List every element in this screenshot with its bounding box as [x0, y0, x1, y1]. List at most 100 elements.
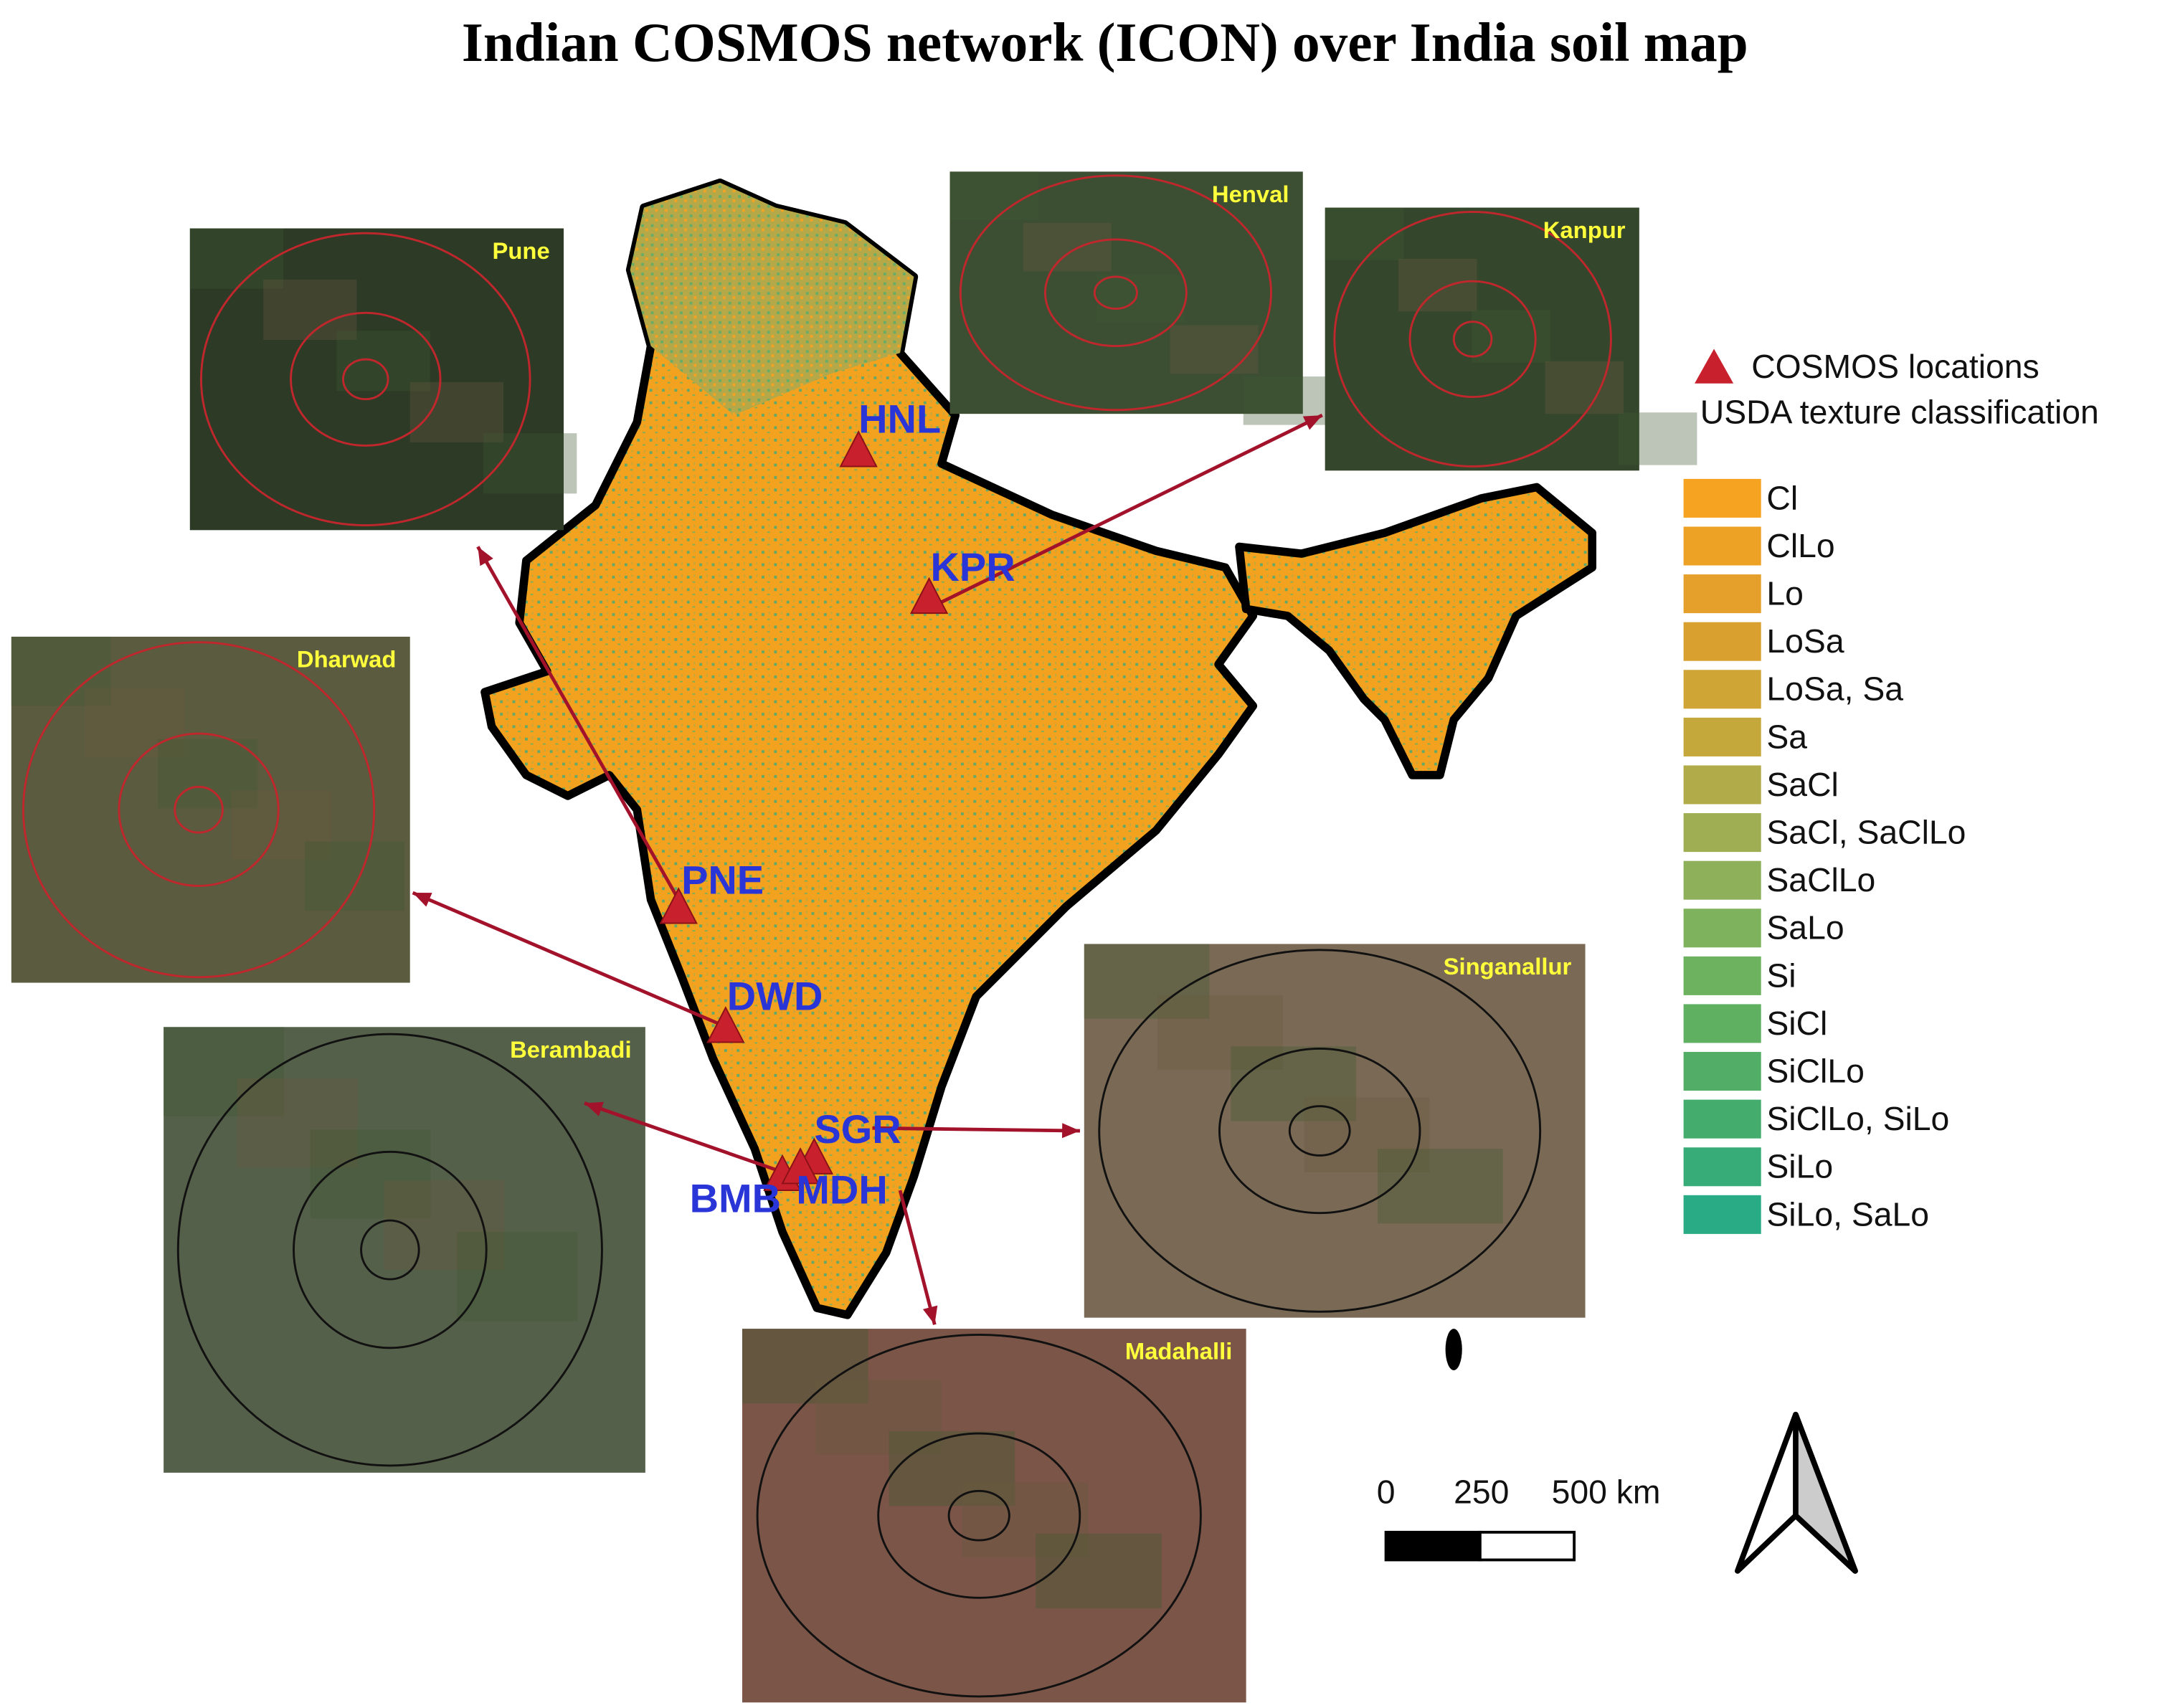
inset-field [11, 636, 111, 706]
inset-field [1023, 222, 1112, 272]
legend-swatch [1683, 1195, 1761, 1234]
inset-label: Berambadi [510, 1036, 632, 1063]
scale-label: 0 [1377, 1473, 1396, 1510]
inset-field [231, 790, 331, 860]
footprint-ring [342, 358, 389, 401]
footprint-ring [174, 785, 224, 834]
arrow [898, 1190, 937, 1325]
title: Indian COSMOS network (ICON) over India … [462, 11, 1748, 73]
footprint-ring [1408, 280, 1537, 399]
legend-swatch [1683, 813, 1761, 853]
footprint-ring [1452, 321, 1493, 358]
legend-label: SaCl, SaClLo [1766, 814, 1966, 851]
inset-background [11, 636, 410, 983]
legend-marker [1695, 348, 1734, 384]
scale-label: 250 [1454, 1473, 1509, 1510]
inset-label: Madahalli [1125, 1338, 1232, 1365]
inset-field [263, 279, 357, 341]
legend-swatch [1683, 1052, 1761, 1091]
inset-field [962, 1482, 1089, 1557]
legend-label: Cl [1766, 479, 1798, 516]
inset-image: Pune [189, 228, 577, 531]
inset-field [1096, 274, 1185, 323]
legend-heading: USDA texture classification [1700, 394, 2099, 431]
legend-label: LoSa, Sa [1766, 670, 1903, 708]
footprint-ring [1093, 275, 1138, 310]
footprint-ring [1098, 949, 1542, 1313]
footprint-ring [947, 1489, 1010, 1542]
inset-field [164, 1027, 285, 1116]
site-marker [781, 1147, 820, 1185]
inset-background [164, 1027, 645, 1473]
inset-image: Singanallur [1084, 944, 1586, 1318]
arrow [412, 891, 721, 1026]
inset-image: Madahalli [742, 1329, 1246, 1703]
inset-field [336, 331, 430, 392]
site-marker [706, 1006, 745, 1043]
legend-swatch [1683, 956, 1761, 995]
legend-label: Sa [1766, 718, 1807, 755]
legend-swatch [1683, 1099, 1761, 1139]
footprint-ring [1288, 1105, 1351, 1157]
legend-label: Si [1766, 957, 1796, 994]
site-marker [839, 430, 878, 468]
inset-label: Kanpur [1543, 217, 1626, 243]
site-code: HNL [858, 397, 941, 442]
inset-background [949, 171, 1303, 414]
inset-field [409, 381, 504, 442]
footprint-ring [199, 232, 531, 527]
footprint-ring [118, 732, 280, 887]
legend-swatch [1683, 1147, 1761, 1187]
arrow [476, 546, 681, 901]
inset-field [158, 739, 258, 809]
inset-field [1084, 944, 1210, 1019]
arrow-head [1061, 1123, 1080, 1139]
inset-field [742, 1329, 868, 1404]
footprint-ring [22, 641, 376, 979]
legend-swatch [1683, 860, 1761, 900]
inset-field [815, 1380, 942, 1455]
legend-label: SaLo [1766, 909, 1844, 946]
footprint-ring [290, 311, 442, 447]
inset-field [483, 433, 577, 494]
legend-swatch [1683, 670, 1761, 709]
legend-label: Lo [1766, 575, 1804, 612]
legend-label: SiClLo [1766, 1053, 1864, 1090]
inset-field [85, 688, 185, 757]
inset-label: Dharwad [297, 645, 397, 672]
arrow-head [922, 1305, 938, 1325]
legend-marker-label: COSMOS locations [1751, 348, 2040, 385]
inset-field [949, 171, 1038, 220]
footprint-ring [959, 174, 1272, 412]
legend-swatch [1683, 717, 1761, 756]
arrow-head [1302, 415, 1322, 430]
arrows [412, 413, 1323, 1325]
inset-field [1398, 258, 1477, 312]
site-code: BMB [690, 1175, 781, 1220]
inset-field [237, 1078, 358, 1168]
legend-swatch [1683, 526, 1761, 566]
site-marker [909, 577, 949, 615]
footprint-ring [756, 1333, 1202, 1698]
inset-field [1036, 1533, 1162, 1609]
inset-field [1378, 1149, 1503, 1224]
inset-image: Henval [949, 171, 1332, 425]
arrow [872, 1126, 1081, 1133]
legend-label: ClLo [1766, 527, 1834, 564]
inset-label: Pune [493, 237, 550, 264]
arrow-head [412, 893, 432, 907]
inset-field [1472, 310, 1550, 363]
arrow-head [584, 1101, 604, 1116]
india-outline [480, 179, 1597, 1371]
legend-label: SiCl [1766, 1005, 1827, 1042]
inset-field [1170, 325, 1259, 374]
inset-background [189, 228, 564, 531]
site-code: DWD [727, 973, 823, 1018]
scale-bar [1384, 1530, 1576, 1562]
site-code: KPR [931, 544, 1015, 589]
legend-swatch [1683, 1004, 1761, 1043]
footprint-ring [1044, 238, 1188, 348]
footprint-ring [877, 1432, 1081, 1599]
legend-label: SiLo [1766, 1148, 1833, 1185]
